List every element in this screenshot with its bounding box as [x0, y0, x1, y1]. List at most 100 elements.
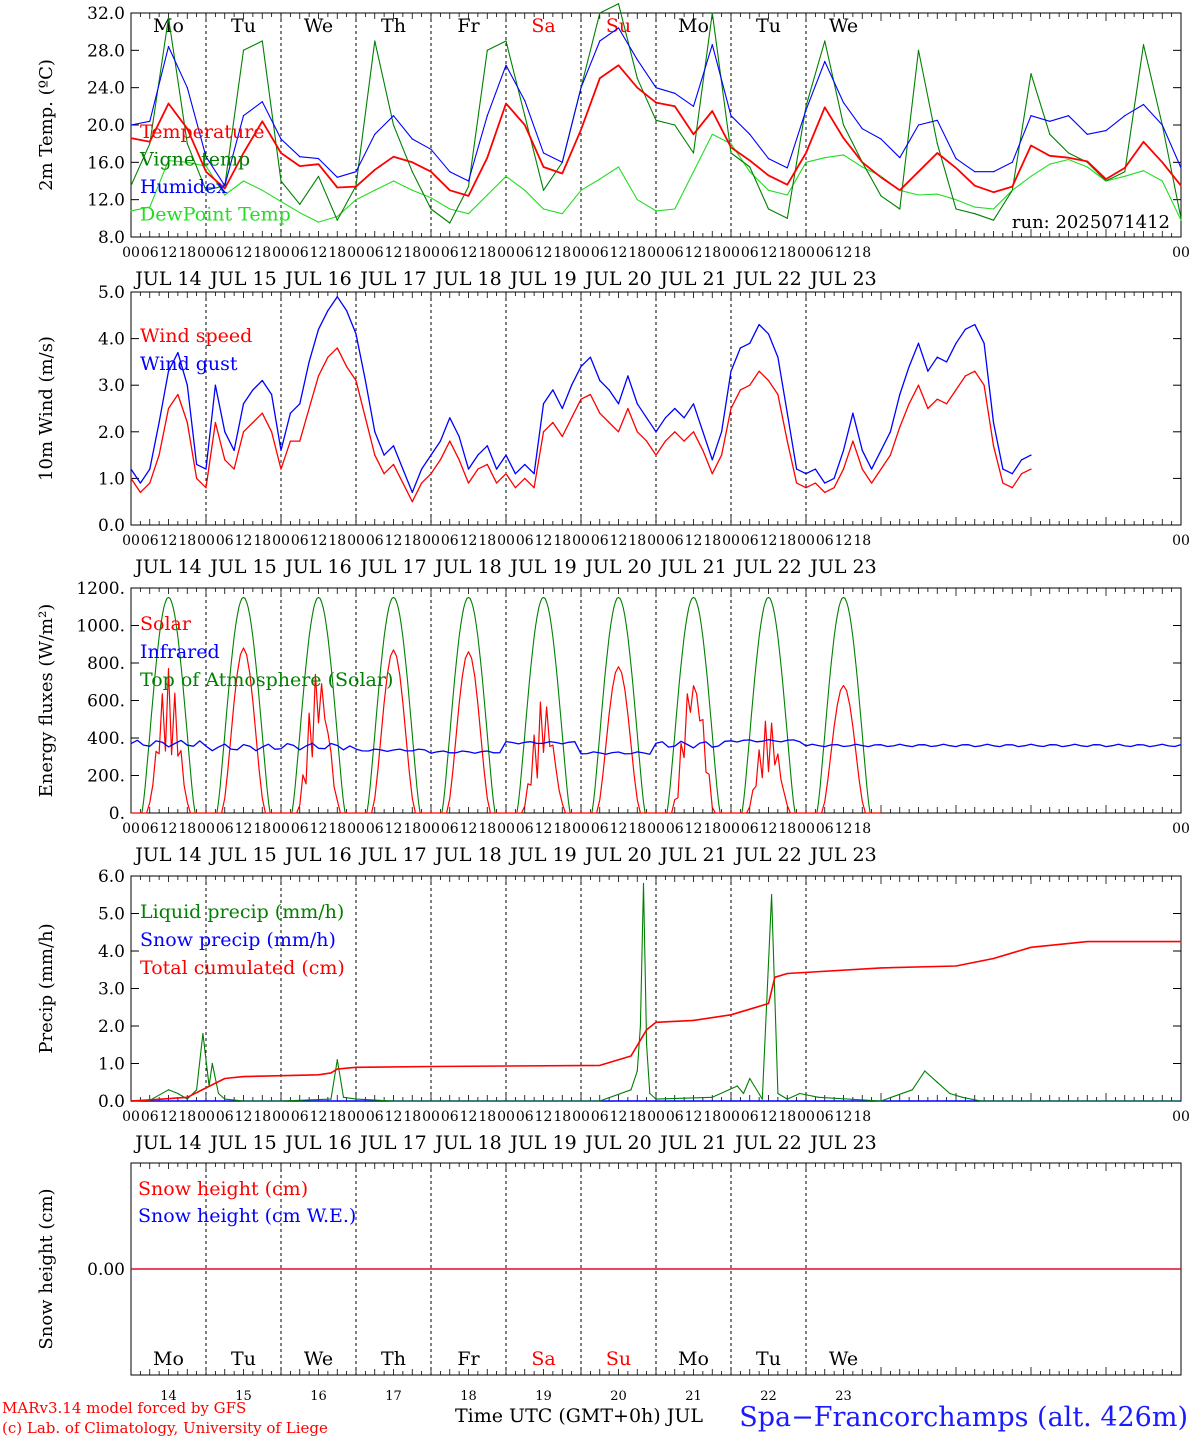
- data-point: [692, 105, 695, 107]
- data-point: [224, 1077, 226, 1080]
- data-point: [589, 393, 591, 396]
- data-point: [308, 361, 310, 363]
- data-point: [824, 482, 826, 484]
- y-tick-label: 0.0: [98, 1092, 125, 1112]
- x-hour-label: 00: [497, 1109, 515, 1125]
- data-point: [261, 412, 263, 414]
- y-tick-label: 200.: [87, 767, 125, 787]
- data-point: [233, 468, 235, 470]
- data-point: [449, 440, 451, 442]
- data-point: [364, 379, 366, 382]
- data-point: [355, 333, 357, 335]
- x-hour-label: 12: [610, 533, 628, 549]
- x-date-label: JUL 18: [433, 268, 501, 290]
- data-point: [261, 379, 263, 382]
- x-hour-label: 18: [253, 245, 271, 261]
- weekday-label: Sa: [531, 15, 555, 37]
- x-hour-label: 00: [422, 245, 440, 261]
- series-line-toa-day-4: [356, 596, 431, 814]
- data-point: [730, 1014, 732, 1016]
- series-line-toa-day-3: [281, 596, 356, 814]
- data-point: [1142, 141, 1145, 143]
- data-point: [805, 152, 807, 154]
- data-point: [411, 189, 413, 191]
- x-hour-label: 00: [347, 533, 365, 549]
- data-point: [889, 431, 891, 433]
- data-point: [317, 375, 320, 377]
- panel-3: 0. 200. 400. 600. 800. 1000. 1200. Energy fluxe…: [36, 579, 1190, 866]
- data-point: [786, 217, 788, 219]
- data-point: [430, 148, 432, 150]
- panel-4: 0.0 1.0 2.0 3.0 4.0 5.0 6.0 Precip (mm/h) Liquid…: [36, 867, 1190, 1154]
- data-point: [330, 1098, 332, 1100]
- data-point: [992, 219, 995, 221]
- legend-entry: Top of Atmosphere (Solar): [140, 669, 393, 691]
- x-hour-label: 06: [516, 1109, 534, 1125]
- data-point: [514, 473, 516, 475]
- y-tick-label: 1.0: [98, 469, 125, 489]
- x-date-label: JUL 18: [433, 556, 501, 578]
- data-point: [186, 384, 188, 386]
- data-point: [711, 12, 713, 14]
- y-tick-label: 24.0: [87, 79, 125, 99]
- data-point: [599, 379, 601, 382]
- data-point: [214, 421, 216, 424]
- data-point: [749, 166, 751, 168]
- x-date-label: JUL 19: [508, 1132, 576, 1154]
- data-point: [524, 477, 526, 479]
- data-point: [955, 389, 957, 391]
- data-point: [392, 445, 395, 447]
- x-hour-label: 12: [235, 821, 253, 837]
- data-point: [636, 1070, 638, 1072]
- data-point: [917, 194, 920, 196]
- data-point: [871, 482, 873, 484]
- x-hour-label: 12: [760, 1109, 778, 1125]
- x-hour-label: 06: [666, 1109, 684, 1125]
- x-hour-label: 18: [853, 1109, 871, 1125]
- data-point: [730, 143, 732, 145]
- data-point: [355, 1066, 357, 1068]
- data-point: [402, 468, 404, 470]
- data-point: [392, 115, 395, 117]
- x-date-label: JUL 16: [283, 844, 351, 866]
- data-point: [992, 421, 995, 424]
- x-hour-label: 06: [741, 245, 759, 261]
- x-hour-label: 06: [591, 533, 609, 549]
- x-date-label: JUL 19: [508, 556, 576, 578]
- data-point: [392, 124, 395, 126]
- x-hour-label: 00: [797, 821, 815, 837]
- data-point: [974, 370, 976, 372]
- day-number-label: 23: [835, 1389, 852, 1404]
- x-date-label: JUL 15: [208, 556, 276, 578]
- data-point: [580, 129, 582, 131]
- x-hour-label: 00: [497, 245, 515, 261]
- data-point: [711, 473, 713, 475]
- data-point: [711, 44, 713, 46]
- data-point: [599, 12, 601, 14]
- data-point: [449, 222, 451, 224]
- x-hour-label: 18: [703, 245, 721, 261]
- data-point: [421, 482, 423, 484]
- data-point: [580, 398, 582, 400]
- y-tick-label: 800.: [87, 654, 125, 674]
- data-point: [824, 106, 826, 108]
- data-point: [196, 477, 198, 479]
- series-line-solar-day-3: [281, 673, 356, 814]
- x-hour-label: 18: [778, 821, 796, 837]
- data-point: [196, 1089, 198, 1091]
- data-point: [1105, 130, 1107, 132]
- series-line-toa-day-10: [806, 596, 881, 814]
- data-point: [1030, 946, 1032, 948]
- data-point: [392, 180, 395, 182]
- data-point: [224, 187, 226, 190]
- data-point: [805, 473, 807, 475]
- data-point: [374, 40, 376, 42]
- data-point: [449, 189, 451, 191]
- data-point: [214, 384, 216, 386]
- weekday-label: We: [829, 1348, 858, 1370]
- y-axis-label: Snow height (cm): [36, 1188, 57, 1349]
- data-point: [646, 1029, 648, 1031]
- x-hour-label: 06: [216, 1109, 234, 1125]
- x-hour-label: 12: [535, 1109, 553, 1125]
- x-hour-label: 06: [816, 821, 834, 837]
